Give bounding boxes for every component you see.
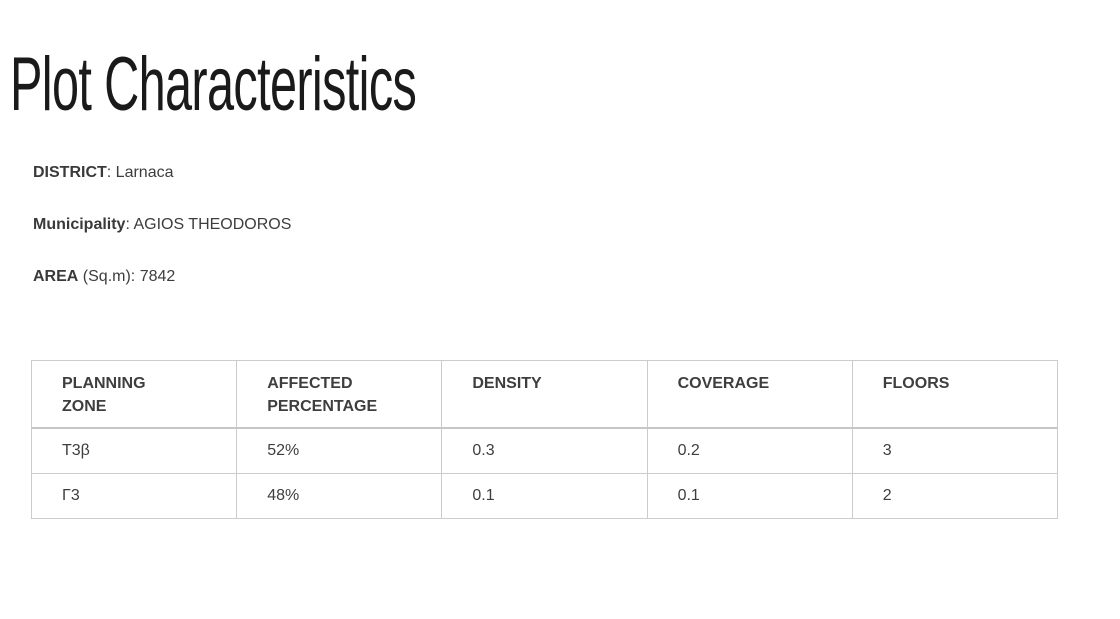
area-label: AREA — [33, 268, 79, 286]
municipality-value: AGIOS THEODOROS — [133, 216, 292, 234]
cell-planning-zone: Γ3 — [30, 472, 238, 519]
table-header-row: PLANNING ZONE AFFECTED PERCENTAGE DENSIT… — [30, 360, 1059, 429]
cell-affected-percentage: 48% — [236, 472, 443, 519]
column-header-affected-percentage-label: AFFECTED PERCENTAGE — [267, 375, 378, 416]
cell-floors: 2 — [851, 472, 1059, 519]
plot-details: DISTRICT: Larnaca Municipality: AGIOS TH… — [33, 162, 1120, 288]
table-row: Γ3 48% 0.1 0.1 2 — [30, 472, 1059, 519]
column-header-planning-zone: PLANNING ZONE — [30, 360, 238, 429]
municipality-separator: : — [125, 216, 134, 234]
cell-affected-percentage: 52% — [236, 427, 443, 474]
column-header-floors: FLOORS — [851, 360, 1059, 429]
cell-floors: 3 — [851, 427, 1059, 474]
area-value: 7842 — [139, 268, 176, 286]
cell-planning-zone: Τ3β — [30, 427, 238, 474]
district-label: DISTRICT — [33, 164, 107, 182]
planning-zones-table: PLANNING ZONE AFFECTED PERCENTAGE DENSIT… — [30, 360, 1059, 519]
column-header-density: DENSITY — [441, 360, 648, 429]
column-header-coverage-label: COVERAGE — [677, 375, 770, 393]
detail-municipality: Municipality: AGIOS THEODOROS — [33, 214, 1120, 236]
page-title: Plot Characteristics — [10, 42, 417, 127]
column-header-coverage: COVERAGE — [646, 360, 853, 429]
detail-area: AREA (Sq.m): 7842 — [33, 266, 1120, 288]
column-header-density-label: DENSITY — [472, 375, 542, 393]
cell-density: 0.1 — [441, 472, 648, 519]
cell-density: 0.3 — [441, 427, 648, 474]
municipality-label: Municipality — [33, 216, 126, 234]
district-value: Larnaca — [115, 164, 174, 182]
column-header-affected-percentage: AFFECTED PERCENTAGE — [236, 360, 443, 429]
cell-coverage: 0.2 — [646, 427, 853, 474]
cell-coverage: 0.1 — [646, 472, 853, 519]
area-unit-separator: (Sq.m): — [78, 268, 140, 286]
table-row: Τ3β 52% 0.3 0.2 3 — [30, 427, 1059, 474]
detail-district: DISTRICT: Larnaca — [33, 162, 1120, 184]
column-header-planning-zone-label: PLANNING ZONE — [62, 375, 146, 416]
plot-characteristics-page: Plot Characteristics DISTRICT: Larnaca M… — [0, 41, 1120, 619]
column-header-floors-label: FLOORS — [882, 375, 950, 393]
district-separator: : — [106, 164, 116, 182]
